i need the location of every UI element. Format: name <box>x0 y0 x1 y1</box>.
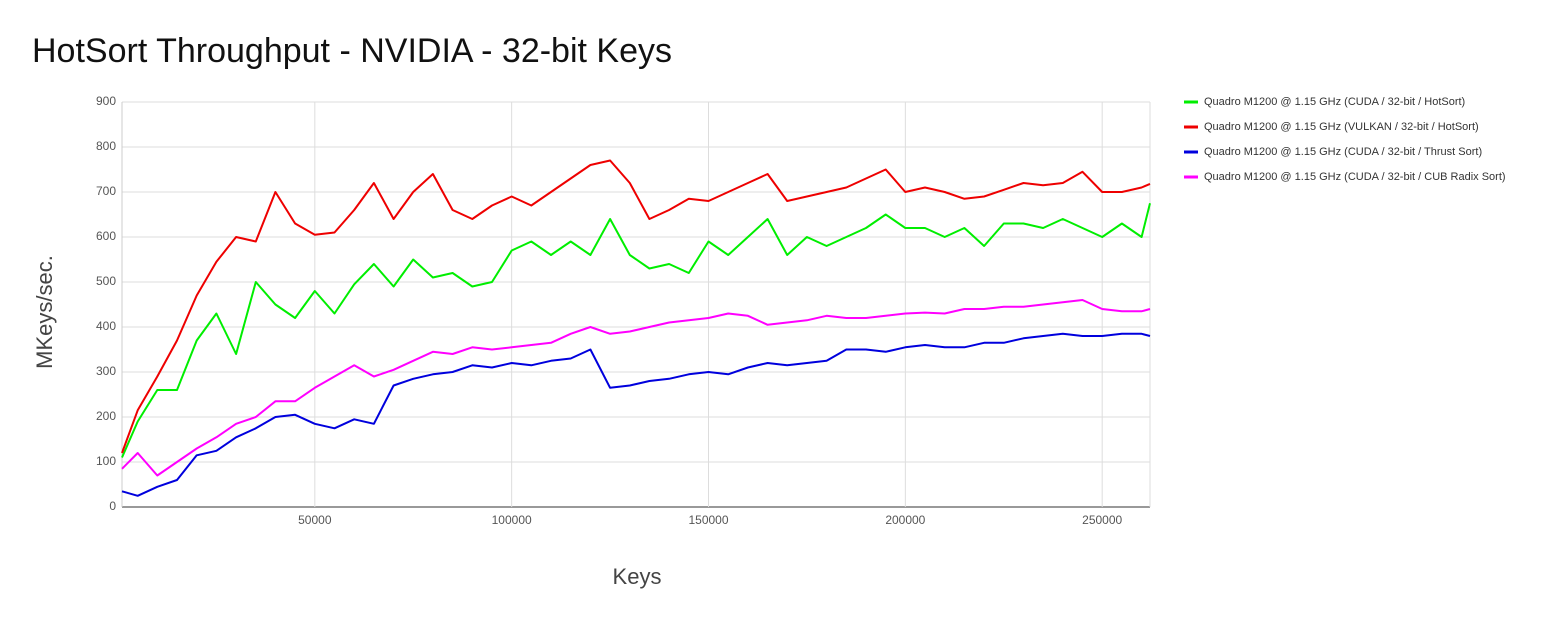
x-tick-label: 250000 <box>1082 513 1122 527</box>
series-line <box>121 203 1151 458</box>
y-tick-label: 0 <box>109 499 116 513</box>
legend-label: Quadro M1200 @ 1.15 GHz (CUDA / 32-bit /… <box>1204 96 1465 108</box>
series-line <box>121 159 1151 454</box>
chart-title: HotSort Throughput - NVIDIA - 32-bit Key… <box>32 32 672 70</box>
y-tick-label: 500 <box>96 274 116 288</box>
y-tick-label: 600 <box>96 229 116 243</box>
legend-label: Quadro M1200 @ 1.15 GHz (CUDA / 32-bit /… <box>1204 171 1506 183</box>
y-tick-label: 700 <box>96 184 116 198</box>
x-tick-label: 100000 <box>492 513 532 527</box>
y-tick-label: 800 <box>96 139 116 153</box>
series-line <box>121 332 1151 497</box>
series-line <box>121 299 1151 477</box>
y-tick-label: 400 <box>96 319 116 333</box>
x-axis-title: Keys <box>613 564 662 589</box>
y-tick-label: 300 <box>96 364 116 378</box>
x-tick-label: 200000 <box>885 513 925 527</box>
legend-label: Quadro M1200 @ 1.15 GHz (CUDA / 32-bit /… <box>1204 146 1482 158</box>
y-tick-label: 900 <box>96 94 116 108</box>
legend-label: Quadro M1200 @ 1.15 GHz (VULKAN / 32-bit… <box>1204 121 1479 133</box>
y-tick-label: 200 <box>96 409 116 423</box>
y-tick-label: 100 <box>96 454 116 468</box>
x-tick-label: 50000 <box>298 513 332 527</box>
x-tick-label: 150000 <box>688 513 728 527</box>
y-axis-title: MKeys/sec. <box>32 255 57 369</box>
